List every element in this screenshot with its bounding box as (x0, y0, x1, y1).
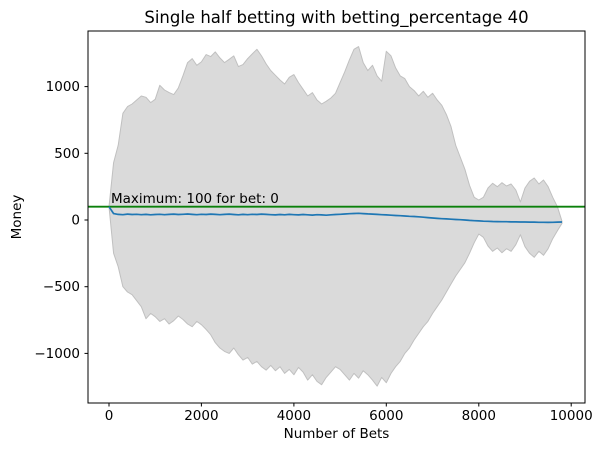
y-tick-label: 1000 (46, 79, 80, 95)
y-tick-label: −1000 (34, 346, 80, 362)
x-tick-label: 10000 (550, 408, 593, 424)
y-tick-label: 0 (71, 213, 80, 229)
minmax-band (108, 46, 563, 387)
x-axis-label: Number of Bets (283, 426, 390, 442)
maximum-annotation: Maximum: 100 for bet: 0 (111, 191, 279, 207)
mean-line (108, 206, 563, 224)
x-tick-label: 0 (105, 408, 114, 424)
axes-frame (87, 30, 586, 404)
x-tick-label: 2000 (184, 408, 218, 424)
y-tick-label: −500 (43, 279, 80, 295)
x-tick-label: 8000 (462, 408, 496, 424)
y-tick-label: 500 (54, 146, 80, 162)
chart-title: Single half betting with betting_percent… (144, 8, 529, 27)
x-tick-label: 6000 (369, 408, 403, 424)
x-tick-label: 4000 (277, 408, 311, 424)
